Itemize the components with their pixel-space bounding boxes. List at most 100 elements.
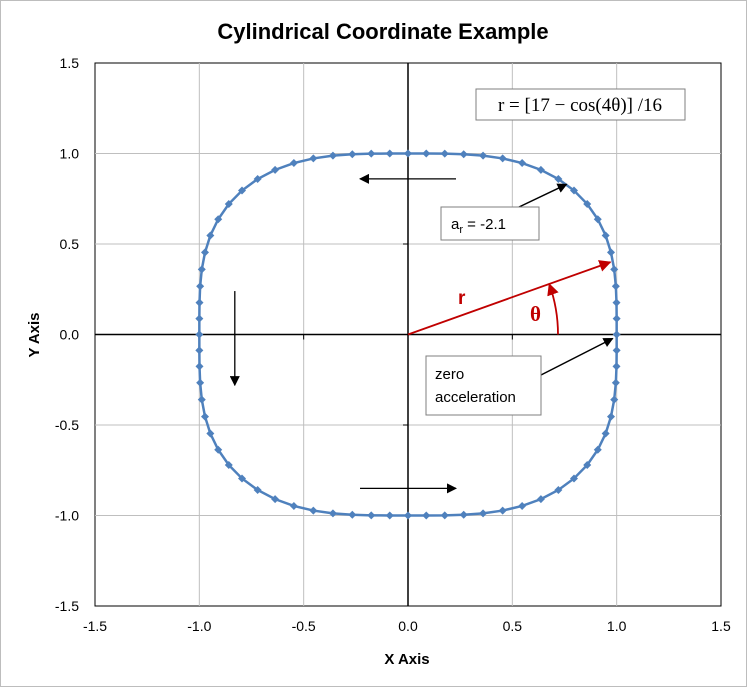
data-point-marker [536, 495, 545, 504]
data-point-marker [224, 460, 233, 469]
data-point-marker [214, 445, 223, 454]
accel-subscript: r [459, 224, 463, 236]
data-point-marker [367, 149, 376, 158]
data-point-marker [554, 485, 563, 494]
data-point-marker [606, 248, 615, 257]
data-point-marker [479, 151, 488, 160]
x-tick-label: 0.0 [398, 618, 418, 634]
y-tick-label: 0.0 [60, 327, 80, 343]
data-point-marker [498, 154, 507, 163]
x-tick-labels: -1.5 -1.0 -0.5 0.0 0.5 1.0 1.5 [83, 618, 731, 634]
r-label: r [458, 288, 466, 309]
data-point-marker [479, 509, 488, 518]
data-point-marker [195, 362, 204, 371]
chart-title: Cylindrical Coordinate Example [217, 19, 548, 44]
zero-accel-line1: zero [435, 366, 464, 383]
data-point-marker [196, 378, 205, 387]
data-point-marker [583, 200, 592, 209]
x-tick-label: -0.5 [292, 618, 316, 634]
data-point-marker [214, 215, 223, 224]
data-point-marker [536, 165, 545, 174]
data-point-marker [601, 429, 610, 438]
data-point-marker [569, 186, 578, 195]
curve-series [195, 149, 621, 520]
data-point-marker [612, 298, 621, 307]
zero-accel-arrow [540, 337, 614, 376]
data-point-marker [612, 362, 621, 371]
annotations [229, 173, 614, 494]
data-point-marker [612, 346, 621, 355]
y-tick-label: -1.5 [55, 598, 79, 614]
data-point-marker [459, 510, 468, 519]
data-point-marker [253, 175, 262, 184]
data-point-marker [253, 485, 262, 494]
zero-accel-box [425, 355, 542, 416]
x-tick-label: -1.0 [187, 618, 211, 634]
data-point-marker [404, 149, 412, 158]
y-tick-labels: 1.5 1.0 0.5 0.0 -0.5 -1.0 -1.5 [55, 55, 79, 614]
data-point-marker [195, 346, 204, 355]
data-point-marker [196, 282, 205, 291]
data-point-marker [593, 215, 602, 224]
data-point-marker [328, 151, 337, 160]
data-point-marker [593, 445, 602, 454]
data-point-marker [422, 149, 431, 158]
data-point-marker [611, 282, 620, 291]
radius-vector-arrow [407, 260, 612, 336]
data-point-marker [195, 330, 204, 339]
accel-prefix: a [451, 216, 460, 233]
data-point-marker [601, 231, 610, 240]
data-point-marker [459, 150, 468, 159]
y-tick-label: -1.0 [55, 508, 79, 524]
data-point-marker [422, 511, 431, 520]
data-point-marker [271, 495, 280, 504]
data-point-marker [385, 511, 394, 520]
data-point-marker [518, 501, 527, 510]
data-point-marker [498, 506, 507, 515]
x-tick-label: -1.5 [83, 618, 107, 634]
data-point-marker [440, 149, 449, 158]
data-point-marker [195, 314, 204, 323]
data-point-marker [238, 186, 247, 195]
accel-value: = -2.1 [463, 216, 506, 233]
x-tick-label: 1.0 [607, 618, 627, 634]
data-point-marker [569, 474, 578, 483]
data-point-marker [201, 412, 210, 421]
data-point-marker [611, 378, 620, 387]
data-point-marker [610, 395, 619, 404]
data-point-marker [206, 429, 215, 438]
data-point-marker [271, 165, 280, 174]
data-point-marker [404, 511, 412, 520]
formula-box [475, 88, 686, 121]
zero-accel-line2: acceleration [435, 389, 516, 406]
data-point-marker [197, 395, 206, 404]
data-point-marker [309, 506, 318, 515]
data-point-marker [518, 159, 527, 168]
x-axis-title: X Axis [384, 651, 429, 668]
theta-arc-arrow [547, 283, 559, 335]
data-point-marker [440, 511, 449, 520]
data-point-marker [289, 501, 298, 510]
data-point-marker [224, 200, 233, 209]
data-point-marker [367, 511, 376, 520]
data-point-marker [289, 159, 298, 168]
data-point-marker [348, 150, 357, 159]
data-point-marker [309, 154, 318, 163]
accel-label: ar = -2.1 [451, 216, 506, 236]
data-point-marker [610, 265, 619, 274]
data-point-marker [554, 175, 563, 184]
data-point-marker [583, 460, 592, 469]
data-point-marker [201, 248, 210, 257]
y-tick-label: 0.5 [60, 236, 80, 252]
y-tick-label: -0.5 [55, 417, 79, 433]
data-point-marker [206, 231, 215, 240]
x-tick-label: 0.5 [503, 618, 523, 634]
data-point-marker [606, 412, 615, 421]
theta-label: θ [530, 302, 541, 326]
data-point-marker [385, 149, 394, 158]
y-axis-title: Y Axis [26, 312, 43, 357]
accel-box [440, 206, 540, 241]
x-tick-label: 1.5 [711, 618, 731, 634]
